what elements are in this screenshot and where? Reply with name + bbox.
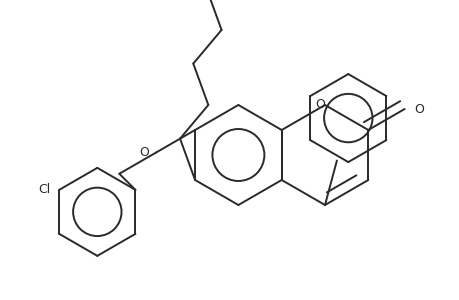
Text: Cl: Cl (38, 183, 50, 196)
Text: O: O (414, 103, 424, 116)
Text: O: O (314, 98, 324, 110)
Text: O: O (139, 146, 149, 159)
